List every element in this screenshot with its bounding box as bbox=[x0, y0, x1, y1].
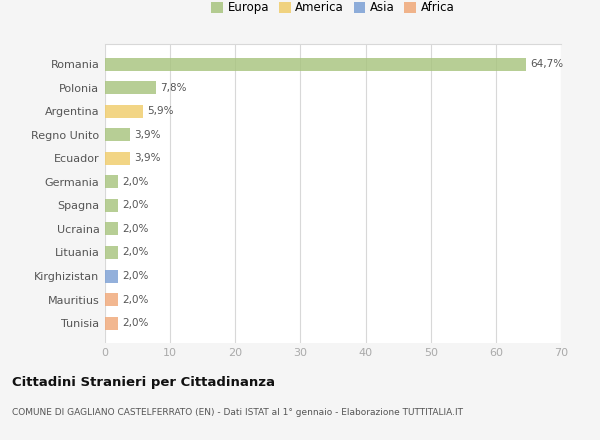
Bar bbox=[105, 105, 143, 117]
Bar bbox=[105, 176, 118, 188]
Text: 3,9%: 3,9% bbox=[134, 130, 161, 140]
Text: COMUNE DI GAGLIANO CASTELFERRATO (EN) - Dati ISTAT al 1° gennaio - Elaborazione : COMUNE DI GAGLIANO CASTELFERRATO (EN) - … bbox=[12, 408, 463, 417]
Bar bbox=[105, 58, 526, 70]
Bar bbox=[105, 270, 118, 282]
Text: 2,0%: 2,0% bbox=[122, 271, 148, 281]
Legend: Europa, America, Asia, Africa: Europa, America, Asia, Africa bbox=[209, 0, 457, 17]
Bar bbox=[105, 246, 118, 259]
Text: Cittadini Stranieri per Cittadinanza: Cittadini Stranieri per Cittadinanza bbox=[12, 376, 275, 389]
Bar bbox=[105, 223, 118, 235]
Text: 2,0%: 2,0% bbox=[122, 224, 148, 234]
Text: 64,7%: 64,7% bbox=[530, 59, 563, 69]
Bar bbox=[105, 199, 118, 212]
Text: 2,0%: 2,0% bbox=[122, 177, 148, 187]
Text: 7,8%: 7,8% bbox=[160, 83, 186, 93]
Text: 2,0%: 2,0% bbox=[122, 294, 148, 304]
Text: 3,9%: 3,9% bbox=[134, 153, 161, 163]
Bar bbox=[105, 152, 130, 165]
Text: 2,0%: 2,0% bbox=[122, 247, 148, 257]
Bar bbox=[105, 81, 156, 94]
Bar bbox=[105, 128, 130, 141]
Text: 5,9%: 5,9% bbox=[148, 106, 174, 116]
Bar bbox=[105, 293, 118, 306]
Bar bbox=[105, 317, 118, 330]
Text: 2,0%: 2,0% bbox=[122, 318, 148, 328]
Text: 2,0%: 2,0% bbox=[122, 200, 148, 210]
